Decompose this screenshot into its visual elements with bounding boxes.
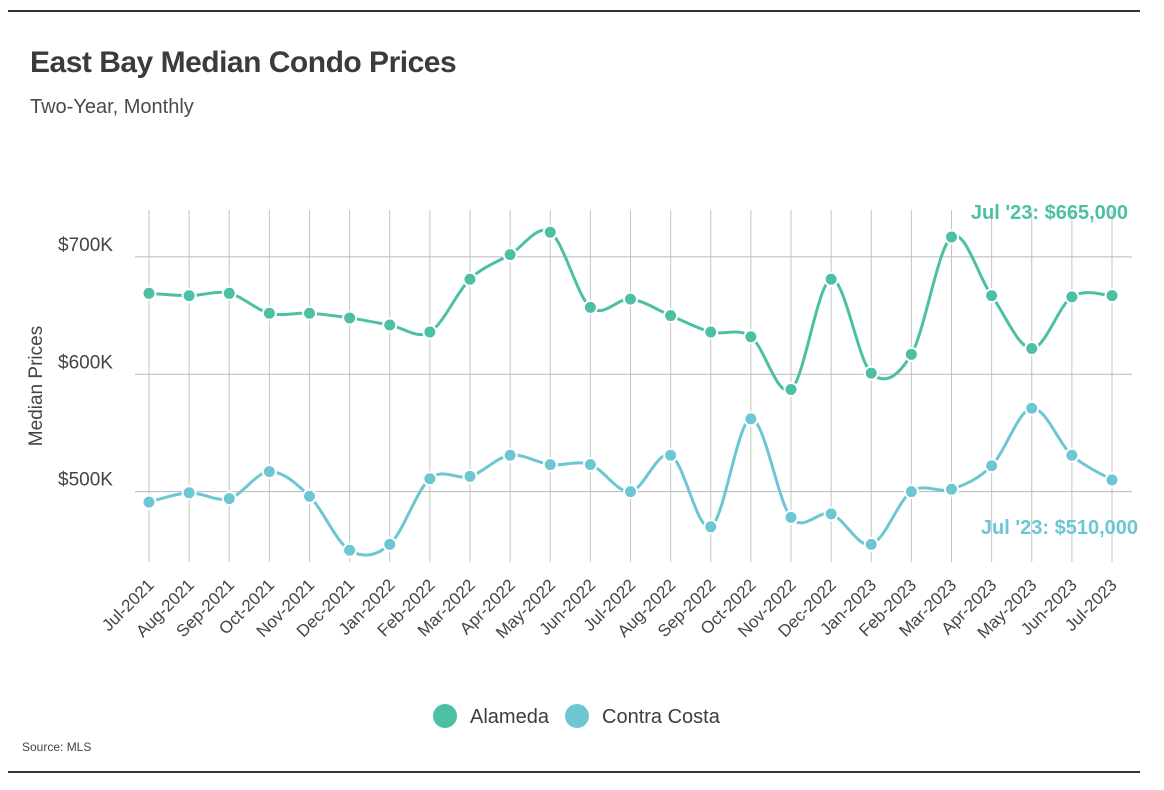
- y-tick-label: $600K: [58, 352, 113, 373]
- data-point-alameda: [502, 247, 518, 263]
- chart-subtitle: Two-Year, Monthly: [30, 96, 194, 118]
- grid: [135, 210, 1132, 562]
- data-point-alameda: [1104, 288, 1120, 304]
- data-point-contra-costa: [141, 494, 157, 510]
- data-point-alameda: [542, 224, 558, 240]
- data-point-contra-costa: [582, 457, 598, 473]
- data-point-alameda: [261, 305, 277, 321]
- legend-swatch-alameda: [433, 704, 457, 728]
- data-point-contra-costa: [944, 481, 959, 497]
- data-point-contra-costa: [382, 536, 398, 552]
- data-point-alameda: [743, 329, 759, 345]
- y-axis-label: Median Prices: [26, 326, 47, 446]
- data-point-contra-costa: [1024, 400, 1040, 416]
- annotation-alameda: Jul '23: $665,000: [971, 202, 1128, 224]
- data-point-alameda: [783, 382, 799, 398]
- data-point-alameda: [863, 365, 879, 381]
- annotation-contra-costa: Jul '23: $510,000: [981, 517, 1138, 539]
- bottom-rule: [8, 771, 1140, 773]
- data-point-alameda: [422, 324, 438, 340]
- data-point-alameda: [302, 305, 317, 321]
- data-point-contra-costa: [663, 447, 679, 463]
- x-axis-ticks: Jul-2021Aug-2021Sep-2021Oct-2021Nov-2021…: [98, 575, 1121, 642]
- data-point-alameda: [903, 346, 919, 362]
- data-point-contra-costa: [181, 485, 197, 501]
- data-point-alameda: [462, 271, 478, 287]
- data-point-alameda: [342, 310, 358, 326]
- data-point-contra-costa: [903, 484, 919, 500]
- data-point-contra-costa: [823, 506, 839, 522]
- data-point-alameda: [944, 229, 959, 245]
- data-point-contra-costa: [703, 519, 719, 535]
- data-point-contra-costa: [462, 468, 478, 484]
- data-point-contra-costa: [542, 457, 558, 473]
- data-point-alameda: [623, 291, 638, 307]
- data-point-contra-costa: [342, 542, 358, 558]
- data-point-alameda: [582, 299, 598, 315]
- data-point-contra-costa: [984, 458, 1000, 474]
- y-tick-label: $700K: [58, 235, 113, 256]
- source-note: Source: MLS: [22, 740, 92, 754]
- data-point-alameda: [703, 324, 719, 340]
- data-point-contra-costa: [502, 447, 518, 463]
- y-axis-ticks: $500K $600K $700K: [58, 235, 113, 491]
- data-point-alameda: [1024, 340, 1040, 356]
- y-tick-label: $500K: [58, 470, 113, 491]
- chart-title: East Bay Median Condo Prices: [30, 46, 457, 79]
- data-point-contra-costa: [783, 509, 799, 525]
- data-point-alameda: [1064, 289, 1080, 305]
- data-point-contra-costa: [1064, 447, 1080, 463]
- data-point-contra-costa: [221, 491, 237, 507]
- legend-swatch-contra-costa: [565, 704, 589, 728]
- data-point-contra-costa: [261, 464, 277, 480]
- data-point-contra-costa: [863, 536, 879, 552]
- series: [141, 224, 1120, 558]
- legend: Alameda Contra Costa: [433, 704, 721, 728]
- data-point-contra-costa: [1104, 472, 1120, 488]
- data-point-contra-costa: [743, 411, 759, 427]
- data-point-contra-costa: [623, 484, 638, 500]
- data-point-alameda: [984, 288, 1000, 304]
- data-point-contra-costa: [302, 488, 317, 504]
- data-point-alameda: [663, 308, 679, 324]
- data-point-alameda: [823, 271, 839, 287]
- data-point-contra-costa: [422, 471, 438, 487]
- legend-label-contra-costa: Contra Costa: [602, 706, 721, 728]
- legend-label-alameda: Alameda: [470, 706, 550, 728]
- data-point-alameda: [382, 317, 398, 333]
- top-rule: [8, 10, 1140, 12]
- data-point-alameda: [221, 285, 237, 301]
- data-point-alameda: [141, 285, 157, 301]
- data-point-alameda: [181, 288, 197, 304]
